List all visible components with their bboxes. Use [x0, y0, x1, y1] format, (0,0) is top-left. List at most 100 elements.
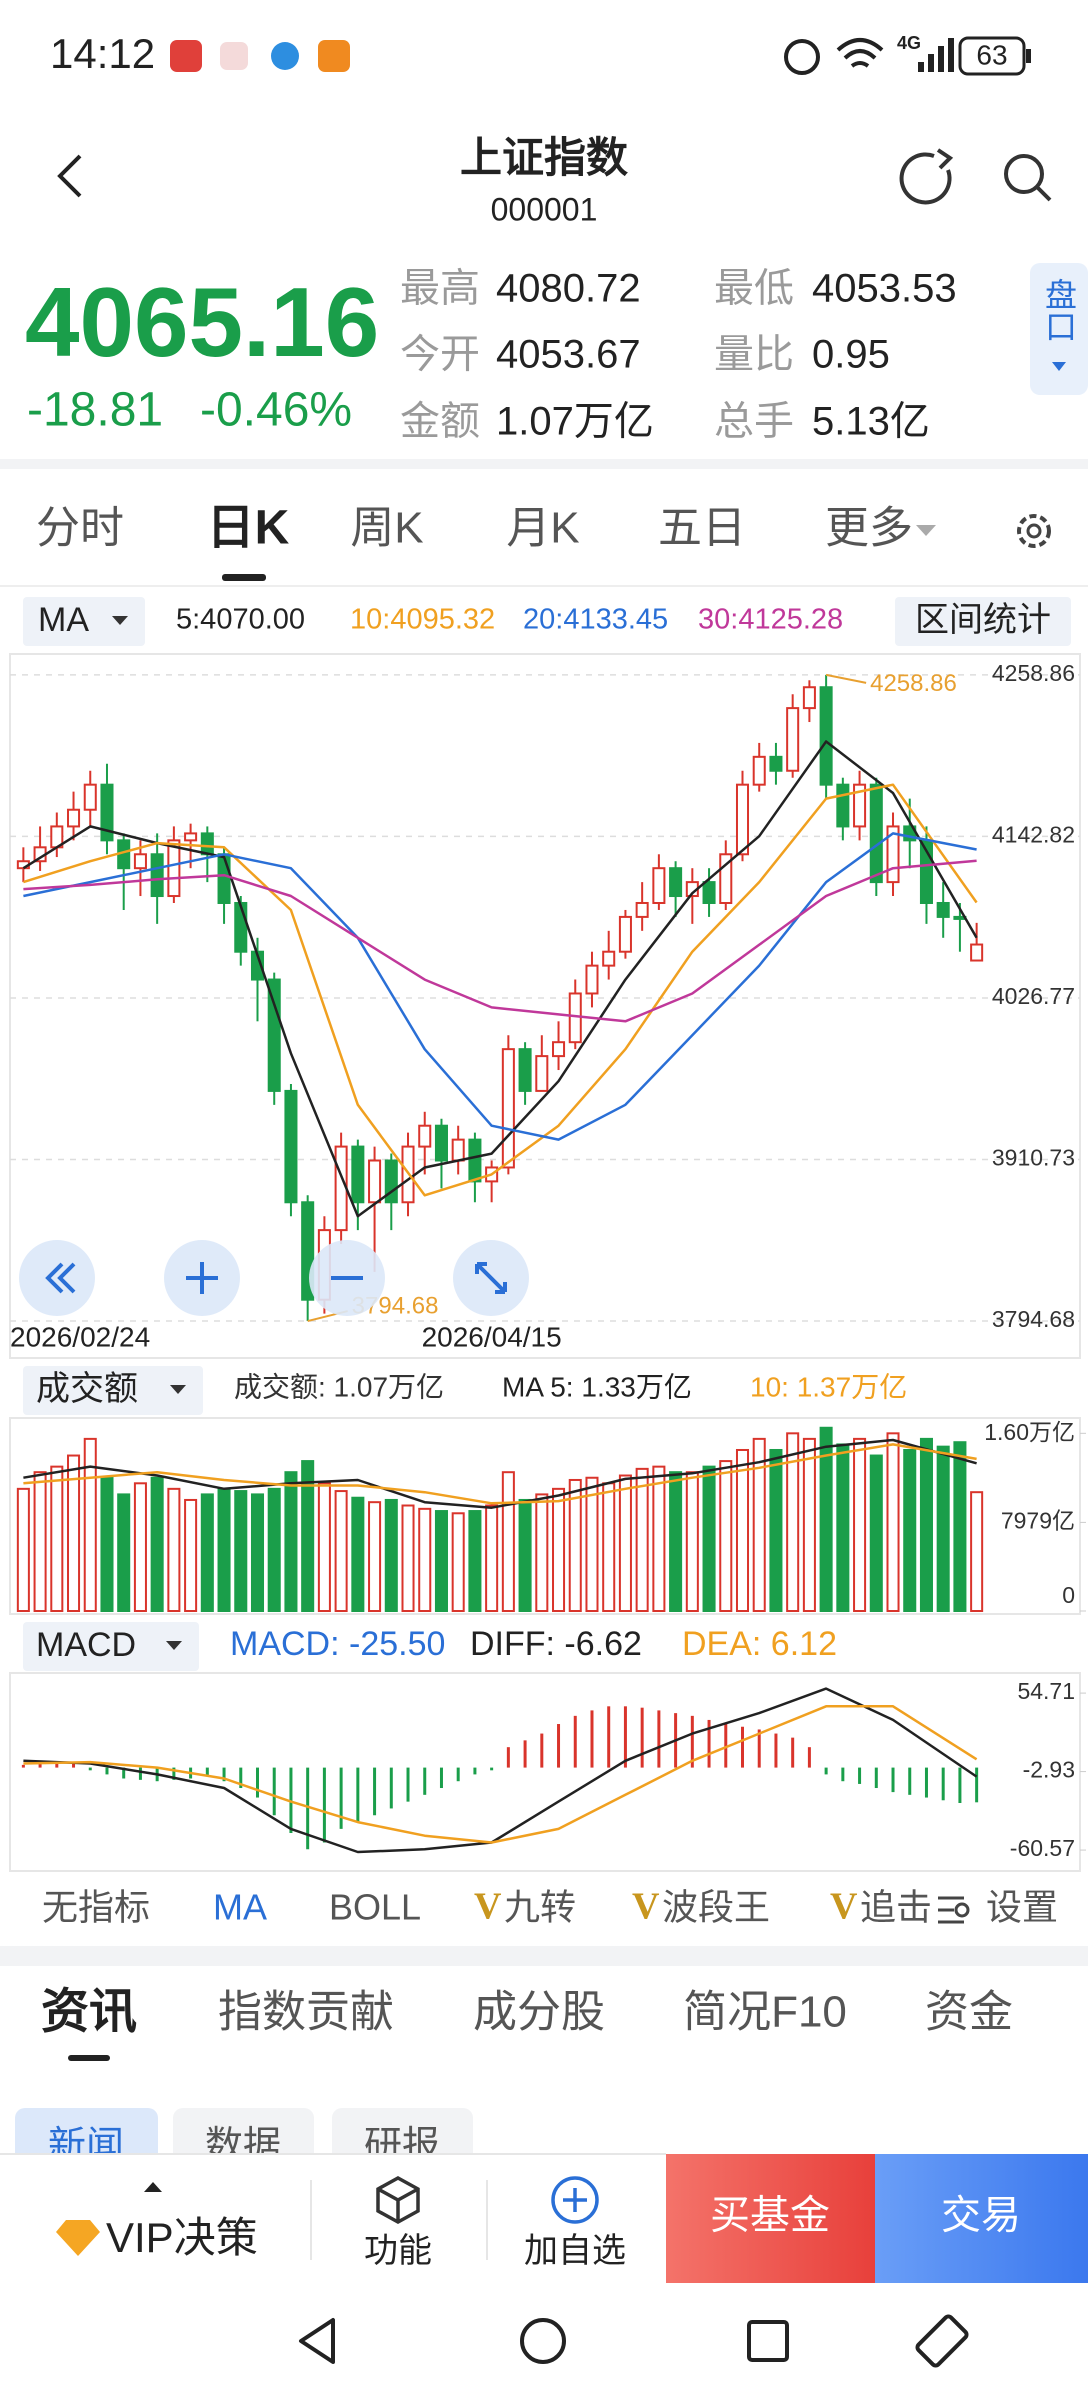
- vip-caret: [144, 2182, 162, 2192]
- period-tab[interactable]: 月K: [506, 504, 579, 553]
- period-tab[interactable]: 更多: [825, 504, 913, 553]
- add-watchlist-button[interactable]: 加自选: [524, 2176, 626, 2270]
- info-tab-active[interactable]: 资讯: [41, 1986, 137, 2039]
- candle-body: [652, 867, 666, 904]
- volume-bar: [83, 1437, 97, 1613]
- volume-bar: [685, 1471, 699, 1613]
- scroll-left-button[interactable]: [19, 1240, 95, 1316]
- refresh-button[interactable]: [899, 148, 954, 205]
- volume-bar: [953, 1441, 967, 1613]
- candle-body: [802, 686, 816, 710]
- candle-body: [886, 825, 900, 884]
- candle-body: [200, 832, 214, 856]
- y-tick-label: -2.93: [1023, 1757, 1075, 1783]
- nav-rotate[interactable]: [915, 2314, 969, 2368]
- volume-bar: [702, 1465, 716, 1612]
- stat-value: 4053.53: [812, 267, 957, 311]
- volume-bar: [451, 1512, 465, 1612]
- indicator-tab-active[interactable]: MA: [213, 1887, 267, 1928]
- vip-button[interactable]: VIP决策: [56, 2182, 258, 2261]
- indicator-tab[interactable]: 无指标: [42, 1887, 150, 1928]
- volume-bar: [133, 1482, 147, 1612]
- search-button[interactable]: [1004, 154, 1052, 202]
- selector-caret: [112, 616, 128, 625]
- candle-body: [368, 1159, 382, 1204]
- volume-bar: [970, 1491, 984, 1612]
- zoom-in-button[interactable]: [164, 1240, 240, 1316]
- y-tick-label: 54.71: [1017, 1678, 1075, 1704]
- candle-body: [167, 839, 181, 898]
- period-tab[interactable]: 分时: [36, 504, 124, 553]
- stat-value: 4053.67: [496, 333, 641, 377]
- nav-home[interactable]: [520, 2318, 566, 2364]
- volume-bar: [735, 1448, 750, 1612]
- volume-bar: [485, 1504, 499, 1613]
- indicator-tab[interactable]: 追击: [860, 1887, 932, 1928]
- candle-body: [618, 915, 632, 953]
- info-tab[interactable]: 成分股: [473, 1988, 605, 2037]
- indicator-tab[interactable]: 波段王: [662, 1887, 770, 1928]
- volume-bar: [250, 1493, 265, 1612]
- candle-body: [267, 978, 281, 1092]
- indicator-prefix: V: [474, 1886, 502, 1928]
- max-annotation: 4258.86: [870, 670, 957, 697]
- back-button[interactable]: [57, 154, 82, 198]
- macd-selector[interactable]: [23, 1622, 199, 1671]
- buy-fund-button[interactable]: 买基金: [666, 2154, 875, 2283]
- volume-bar: [886, 1432, 900, 1612]
- battery-tip: [1026, 49, 1031, 63]
- trade-button[interactable]: 交易: [875, 2154, 1088, 2283]
- side-button-bg: [1030, 263, 1088, 395]
- volume-selector[interactable]: [23, 1366, 203, 1415]
- info-tab[interactable]: 简况F10: [683, 1988, 847, 2037]
- info-tab[interactable]: 资金: [925, 1988, 1013, 2037]
- wifi-icon: [836, 38, 884, 68]
- candle-body: [836, 783, 850, 828]
- volume-bar: [117, 1493, 131, 1612]
- nav-back[interactable]: [299, 2318, 335, 2364]
- active-tab-indicator: [222, 574, 266, 581]
- button-icon: [45, 1262, 76, 1294]
- zoom-out-button[interactable]: [309, 1240, 385, 1316]
- legend-entry: 5:4070.00: [176, 604, 305, 636]
- volume-frame: [9, 1417, 1081, 1615]
- volume-bar: [368, 1501, 382, 1613]
- candle-body: [518, 1048, 532, 1092]
- range-stats-button[interactable]: [895, 597, 1071, 646]
- volume-bar: [167, 1487, 181, 1613]
- candle-body: [501, 1048, 515, 1169]
- period-tab[interactable]: 周K: [350, 504, 423, 553]
- candle-body: [301, 1201, 315, 1301]
- indicator-tab[interactable]: BOLL: [329, 1887, 421, 1928]
- battery-icon: [958, 36, 1026, 76]
- info-tab[interactable]: 指数贡献: [218, 1988, 394, 2037]
- volume-bar: [267, 1487, 281, 1613]
- nav-recent[interactable]: [747, 2320, 789, 2362]
- candle-body: [535, 1055, 549, 1092]
- period-tab[interactable]: 五日: [658, 504, 746, 553]
- more-caret: [916, 525, 936, 536]
- candle-body: [384, 1159, 398, 1204]
- refresh-icon: [899, 152, 952, 205]
- volume-bar: [669, 1471, 683, 1613]
- volume-selector-label: 成交额: [36, 1370, 138, 1408]
- annotation-leader: [825, 673, 867, 684]
- x-tick-label: 2026/02/24: [10, 1321, 150, 1352]
- selector-caret: [170, 1385, 186, 1394]
- period-tab-active[interactable]: 日K: [207, 502, 290, 555]
- candle-body: [853, 783, 867, 828]
- indicator-tab[interactable]: 九转: [504, 1887, 576, 1928]
- volume-bar: [234, 1490, 248, 1613]
- ma-selector[interactable]: [23, 597, 145, 646]
- settings-button[interactable]: [1017, 514, 1051, 548]
- volume-bar: [535, 1493, 549, 1612]
- order-book-button[interactable]: 盘口: [1030, 263, 1088, 395]
- indicator-settings[interactable]: 设置: [930, 1882, 1088, 1938]
- fullscreen-button[interactable]: [453, 1240, 529, 1316]
- volume-bar: [384, 1498, 398, 1612]
- stat-label: 量比: [714, 333, 794, 377]
- function-button[interactable]: 功能: [364, 2176, 432, 2270]
- settings-icon: [938, 1896, 964, 1924]
- candle-body: [217, 853, 231, 904]
- volume-bar: [16, 1487, 30, 1613]
